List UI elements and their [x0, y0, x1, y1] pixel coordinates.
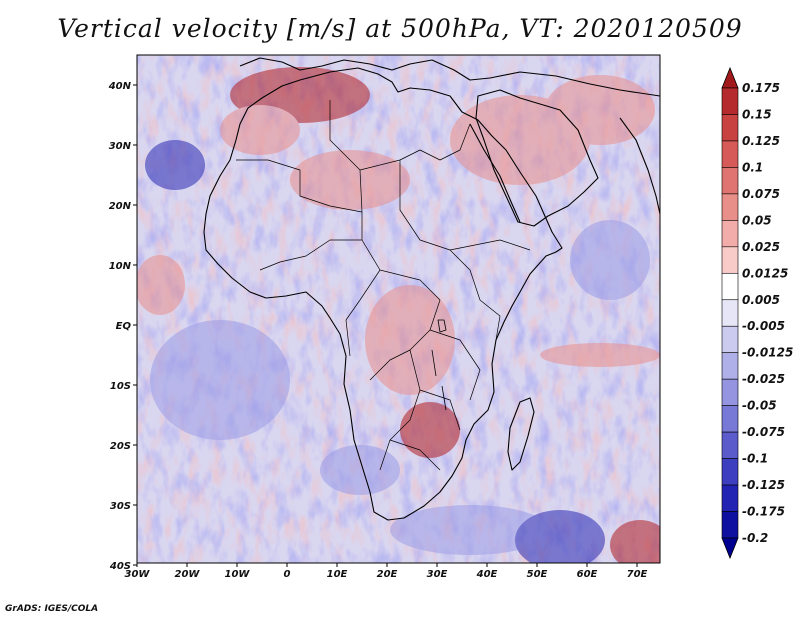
colorbar-band [721, 246, 739, 274]
lon-tick-label: 10W [225, 569, 251, 580]
plot-frame [136, 54, 661, 564]
colorbar-top-arrow [721, 66, 739, 89]
lon-tick-label: 30E [427, 569, 448, 580]
lon-tick-label: 20E [377, 569, 398, 580]
lat-tick-label: 10S [110, 381, 131, 392]
colorbar-label: -0.125 [742, 478, 785, 492]
colorbar-band [721, 405, 739, 433]
colorbar-band [721, 378, 739, 406]
india-coastline [619, 117, 660, 215]
colorbar-band [721, 140, 739, 168]
latitude-axis: 40N 30N 20N 10N EQ 10S 20S 30S 40S [108, 81, 137, 572]
lon-tick-label: 0 [284, 569, 291, 580]
europe-coastline [239, 57, 660, 97]
credit-label: GrADS: IGES/COLA [5, 604, 99, 614]
lat-tick-label: 40N [108, 81, 132, 92]
colorbar-band [721, 114, 739, 142]
field-blobs [137, 67, 660, 563]
colorbar-label: 0.15 [742, 107, 772, 121]
colorbar-label: 0.075 [742, 187, 780, 201]
colorbar-label: 0.05 [742, 213, 772, 227]
colorbar-label: 0.025 [742, 240, 780, 254]
lat-tick-label: 30N [109, 141, 132, 152]
lon-tick-label: 70E [627, 569, 648, 580]
colorbar-band [721, 167, 739, 195]
colorbar-band [721, 87, 739, 115]
lon-tick-label: 50E [527, 569, 548, 580]
lat-tick-label: 10N [109, 261, 132, 272]
lat-tick-label: 40S [109, 561, 131, 572]
map-plot-area [137, 55, 660, 563]
colorbar-band [721, 272, 739, 301]
field-blob [290, 150, 410, 210]
longitude-axis: 30W 20W 10W 0 10E 20E 30E 40E 50E 60E 70E [125, 563, 648, 580]
lon-tick-label: 20W [175, 569, 201, 580]
lakes [431, 319, 447, 411]
field-blob [150, 320, 290, 440]
country-borders [236, 100, 531, 471]
field-blob [570, 220, 650, 300]
colorbar-label: -0.05 [742, 399, 777, 413]
colorbar-band [721, 511, 739, 539]
colorbar-label: 0.005 [742, 293, 780, 307]
colorbar-band [721, 220, 739, 248]
red-sea [469, 123, 521, 223]
colorbar-label: 0.0125 [742, 266, 788, 280]
field-blob [610, 520, 660, 563]
colorbar-label: -0.075 [742, 425, 785, 439]
colorbar-band [721, 193, 739, 221]
colorbar-band [721, 431, 739, 459]
lat-tick-label: 30S [110, 501, 131, 512]
colorbar-label: 0.175 [742, 81, 780, 95]
arabia-coastline [475, 89, 599, 227]
colorbar-band [721, 352, 739, 380]
field-blob [320, 445, 400, 495]
lon-tick-label: 30W [125, 569, 151, 580]
field-blob [145, 140, 205, 190]
lat-tick-label: EQ [116, 321, 132, 332]
africa-coastline [203, 67, 563, 521]
lat-tick-label: 20S [110, 441, 131, 452]
colorbar-label: -0.025 [742, 372, 785, 386]
colorbar-band [721, 458, 739, 486]
field-blob [137, 255, 185, 315]
colorbar: 0.175 0.15 0.125 0.1 0.075 0.05 0.025 0.0125 0.0… [721, 66, 793, 560]
colorbar-label: -0.0125 [742, 346, 793, 360]
colorbar-label: 0.125 [742, 134, 780, 148]
chart-title: Vertical velocity [m/s] at 500hPa, VT: 2… [57, 14, 743, 43]
colorbar-band [721, 299, 739, 327]
lon-tick-label: 40E [476, 569, 498, 580]
field-blob [390, 505, 550, 555]
field-blob [515, 510, 605, 563]
field-blob [220, 105, 300, 155]
colorbar-label: 0.1 [742, 160, 763, 174]
lat-tick-label: 20N [109, 201, 132, 212]
colorbar-label: -0.1 [742, 452, 768, 466]
colorbar-band [721, 325, 739, 354]
field-blob [365, 285, 455, 395]
colorbar-band [721, 484, 739, 512]
colorbar-label: -0.175 [742, 505, 785, 519]
lon-tick-label: 60E [577, 569, 598, 580]
field-blob [540, 343, 660, 367]
colorbar-bottom-arrow [721, 537, 739, 560]
coastlines [203, 57, 660, 521]
field-blob [400, 402, 460, 458]
colorbar-label: -0.2 [742, 531, 768, 545]
madagascar-coastline [507, 397, 535, 471]
lon-tick-label: 10E [327, 569, 348, 580]
colorbar-label: -0.005 [742, 319, 785, 333]
